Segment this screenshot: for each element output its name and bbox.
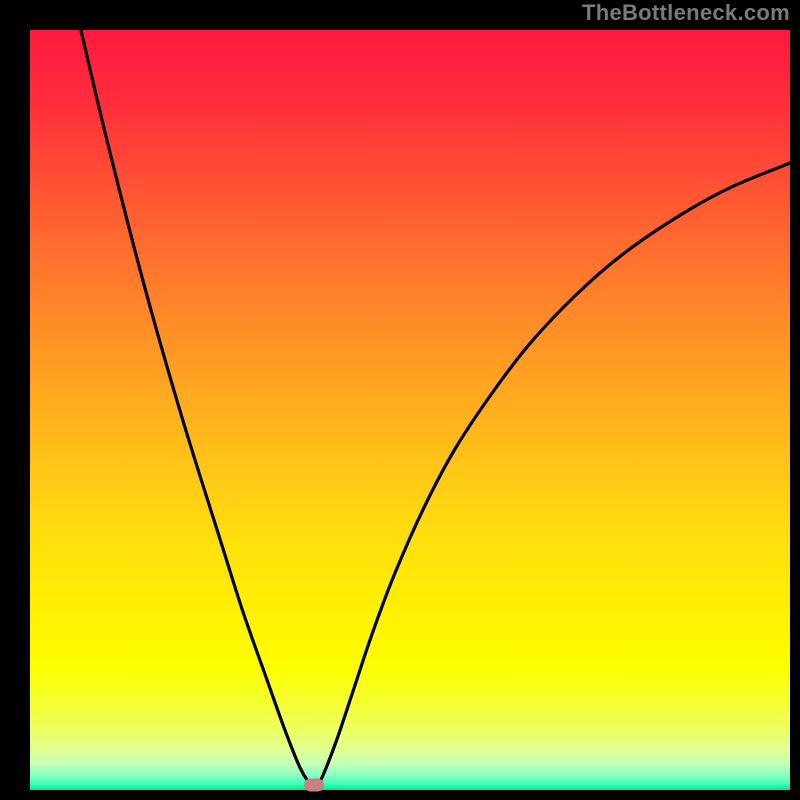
bottleneck-curve [0, 0, 800, 800]
optimal-point-marker [304, 779, 324, 792]
watermark-text: TheBottleneck.com [582, 0, 790, 26]
